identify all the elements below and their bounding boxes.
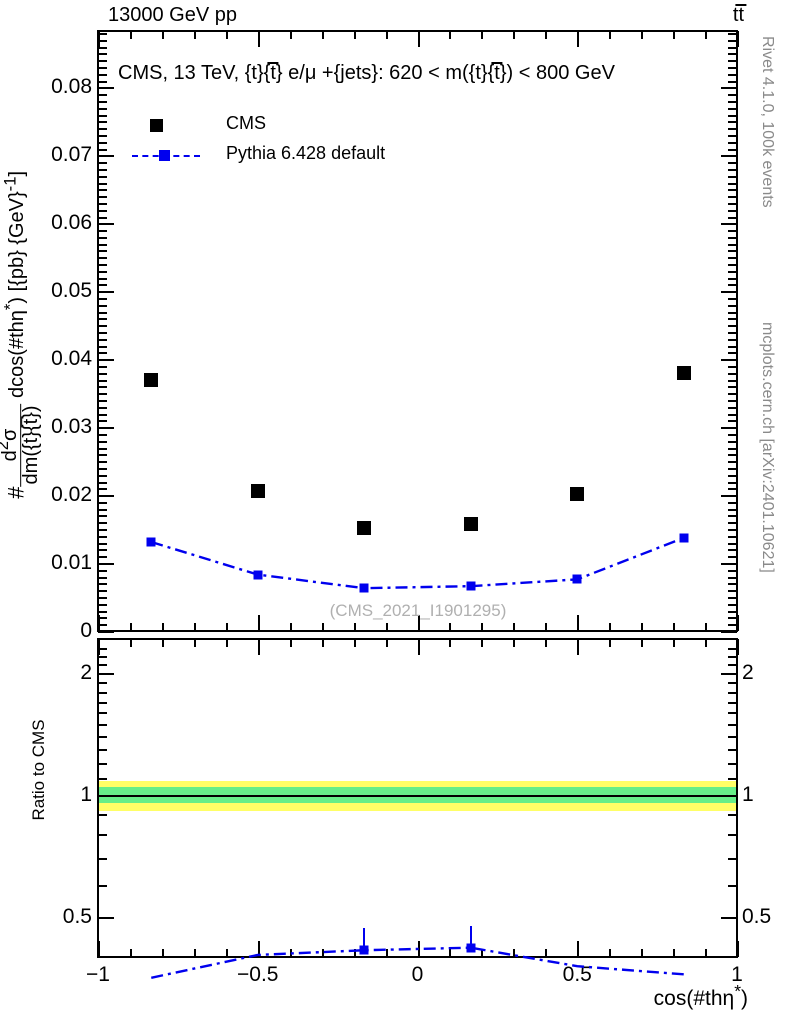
data-point-pythia [359,583,369,593]
y-tick-label-main: 0.02 [51,483,92,507]
main-plot-frame [97,30,738,632]
x-tick-label: −1 [86,963,110,986]
data-point-cms [250,484,265,499]
analysis-watermark: (CMS_2021_I1901295) [329,601,507,620]
y-axis-labels-main: 0 0.01 0.02 0.03 0.04 0.05 0.06 0.07 0.08 [0,0,92,1024]
y-tick-label-main: 0.06 [51,211,92,235]
y-tick-label-ratio-right: 2 [742,661,754,684]
data-point-pythia-ratio [359,945,369,955]
legend-label-pythia: Pythia 6.428 default [226,143,386,163]
data-point-cms [463,517,478,532]
data-point-pythia [679,533,689,543]
y-tick-label-main: 0.05 [51,279,92,303]
y-tick-label-main: 0 [80,619,92,642]
legend-marker-pythia [159,150,170,161]
data-point-cms [570,487,585,502]
data-point-cms [144,372,159,387]
y-tick-label-main: 0.01 [51,551,92,575]
error-bar-pythia-ratio [363,928,366,955]
y-tick-label-ratio: 1 [80,783,92,806]
y-tick-label-ratio: 0.5 [62,905,92,928]
legend-label-cms: CMS [226,113,266,133]
data-point-pythia [253,570,263,580]
data-point-pythia-ratio [466,943,476,953]
y-axis-labels-right: 0.5 1 2 [742,0,786,1024]
y-tick-label-main: 0.08 [51,75,92,99]
ratio-reference-line [99,795,736,797]
data-point-pythia [572,574,582,584]
y-tick-label-ratio: 2 [80,661,92,684]
y-tick-label-main: 0.03 [51,415,92,439]
beam-energy-label: 13000 GeV pp [108,4,237,26]
data-point-pythia [146,537,156,547]
process-label: tt [733,4,747,27]
plot-title: CMS, 13 TeV, {t}{t} e/μ +{jets}: 620 < m… [118,62,615,84]
y-tick-label-main: 0.04 [51,347,92,371]
data-point-cms [357,520,372,535]
y-tick-label-ratio-right: 0.5 [742,905,772,928]
error-bar-pythia-ratio [469,925,472,952]
y-axis-labels-ratio: 0.5 1 2 [0,0,92,1024]
x-tick-label: 1 [731,963,743,986]
legend-marker-cms [150,119,163,132]
data-point-pythia [466,581,476,591]
x-axis-title: cos(#thη*) [653,981,748,1010]
data-point-cms [676,365,691,380]
y-tick-label-ratio-right: 1 [742,783,754,806]
y-tick-label-main: 0.07 [51,143,92,167]
